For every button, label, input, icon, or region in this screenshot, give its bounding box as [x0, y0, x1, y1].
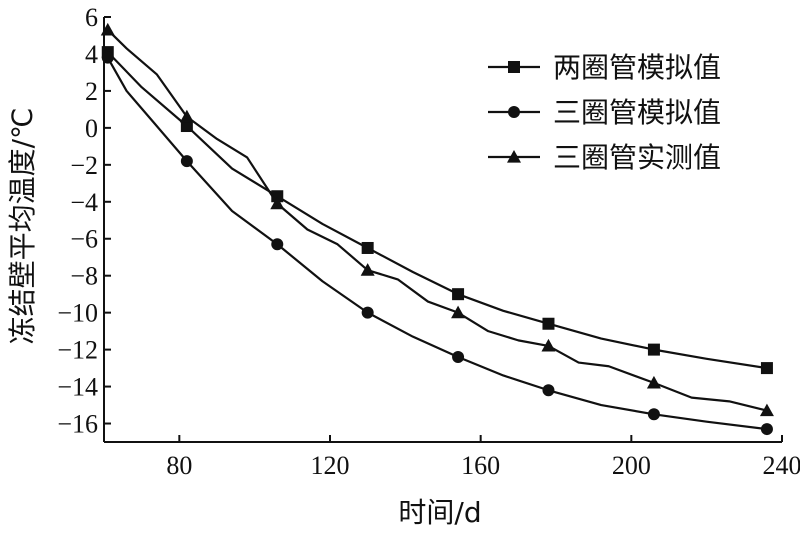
x-axis: 80 120 160 200 240	[166, 435, 800, 480]
y-axis: 6 4 2 0 −2 −4 −6 −8 −10 −12 −14 −16	[57, 3, 111, 439]
series-layer	[100, 22, 774, 436]
x-tick-label: 240	[763, 451, 800, 480]
y-tick-label: −4	[70, 188, 98, 217]
legend-item: 三圈管实测值	[488, 141, 721, 174]
legend-label: 三圈管模拟值	[553, 96, 721, 129]
y-tick-label: −16	[57, 410, 98, 439]
series-square	[101, 46, 773, 375]
legend-item: 三圈管模拟值	[488, 96, 721, 129]
legend-marker	[508, 106, 520, 118]
legend-marker	[508, 61, 520, 73]
x-axis-title: 时间/d	[398, 496, 481, 529]
data-point	[361, 306, 374, 319]
series-line	[106, 51, 768, 370]
data-point	[759, 403, 774, 417]
series-line	[106, 57, 768, 431]
data-point	[100, 22, 115, 36]
x-tick-label: 120	[311, 451, 350, 480]
legend-item: 两圈管模拟值	[488, 51, 721, 84]
x-tick-label: 80	[166, 451, 192, 480]
y-tick-label: −8	[70, 262, 98, 291]
data-point	[451, 305, 466, 319]
y-tick-label: −12	[57, 336, 98, 365]
data-point	[541, 338, 556, 352]
data-point	[361, 241, 374, 254]
data-point	[180, 155, 193, 168]
data-point	[452, 288, 465, 301]
y-tick-label: −14	[57, 373, 98, 402]
data-point	[542, 384, 555, 397]
data-point	[180, 120, 193, 133]
legend-label: 三圈管实测值	[553, 141, 721, 174]
legend-label: 两圈管模拟值	[553, 51, 721, 84]
x-tick-label: 200	[612, 451, 651, 480]
y-tick-label: −6	[70, 225, 98, 254]
data-point	[542, 317, 555, 330]
data-point	[179, 109, 194, 123]
plot-area	[103, 17, 782, 443]
data-point	[452, 351, 465, 363]
data-point	[647, 343, 660, 356]
data-point	[646, 375, 661, 389]
data-point	[271, 238, 284, 251]
y-tick-label: −10	[57, 299, 98, 328]
data-point	[270, 196, 285, 210]
x-tick-label: 160	[461, 451, 500, 480]
data-point	[101, 51, 114, 64]
y-tick-label: 0	[85, 114, 98, 143]
data-point	[760, 362, 773, 375]
y-tick-label: 6	[85, 3, 98, 32]
series-triangle	[100, 22, 774, 417]
y-axis-title: 冻结壁平均温度/℃	[6, 108, 39, 345]
y-tick-label: −2	[70, 151, 98, 180]
data-point	[760, 423, 773, 436]
data-point	[647, 408, 660, 421]
y-tick-label: 4	[85, 40, 98, 69]
y-tick-label: 2	[85, 77, 98, 106]
series-line	[106, 29, 768, 412]
legend-marker	[507, 150, 521, 163]
series-circle	[101, 51, 773, 436]
data-point	[360, 263, 375, 276]
